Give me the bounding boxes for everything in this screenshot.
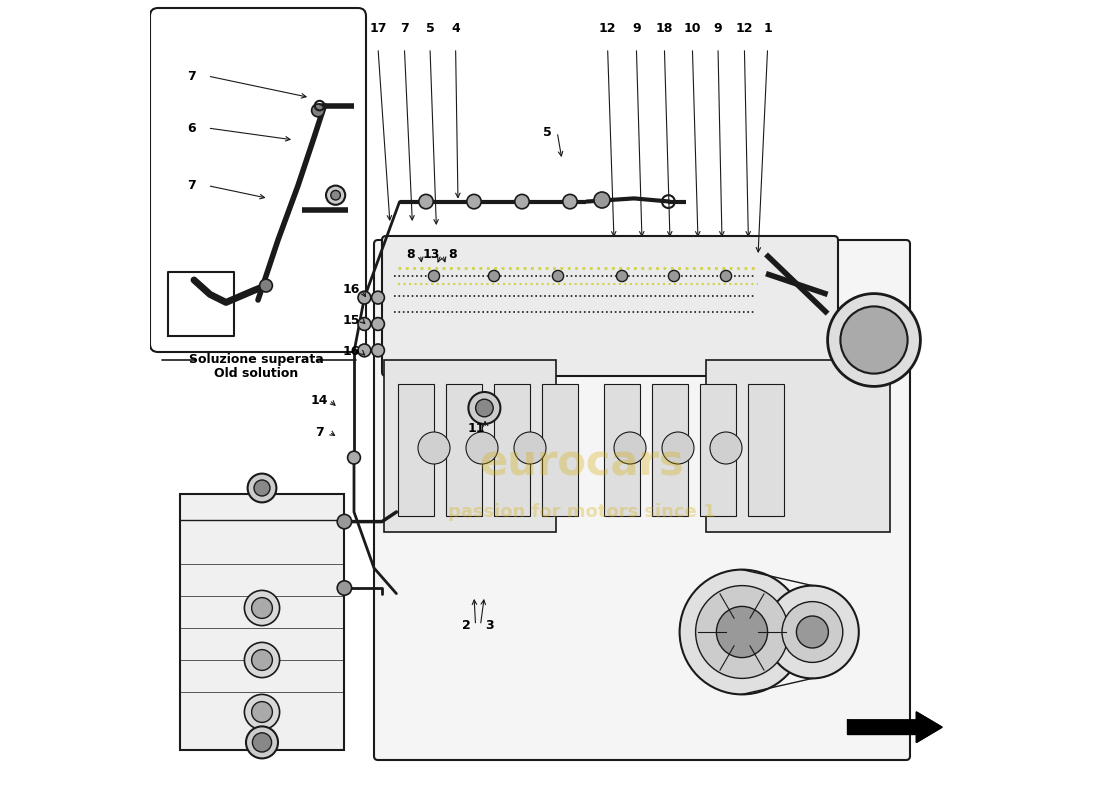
Circle shape xyxy=(358,318,371,330)
Text: 7: 7 xyxy=(400,22,409,34)
Text: 16: 16 xyxy=(343,346,361,358)
Circle shape xyxy=(372,291,384,304)
Text: 8: 8 xyxy=(407,248,415,261)
Text: 7: 7 xyxy=(187,70,196,82)
Text: 2: 2 xyxy=(462,619,471,632)
FancyBboxPatch shape xyxy=(382,236,838,376)
Bar xyxy=(701,384,736,516)
Bar xyxy=(706,360,890,532)
Text: Old solution: Old solution xyxy=(214,367,298,380)
Circle shape xyxy=(246,726,278,758)
Bar xyxy=(748,384,784,516)
Circle shape xyxy=(662,432,694,464)
Text: passion for motors since 1: passion for motors since 1 xyxy=(449,503,716,521)
Circle shape xyxy=(563,194,578,209)
Circle shape xyxy=(252,733,272,752)
Text: 16: 16 xyxy=(343,283,361,296)
Bar xyxy=(604,384,640,516)
Circle shape xyxy=(252,650,273,670)
Circle shape xyxy=(466,194,481,209)
Text: 1: 1 xyxy=(763,22,772,34)
Text: 6: 6 xyxy=(187,122,196,134)
Text: 13: 13 xyxy=(422,248,440,261)
FancyBboxPatch shape xyxy=(374,240,910,760)
Circle shape xyxy=(710,432,742,464)
Bar xyxy=(398,384,434,516)
Text: 9: 9 xyxy=(714,22,723,34)
Bar xyxy=(542,384,578,516)
Circle shape xyxy=(614,432,646,464)
Circle shape xyxy=(326,186,345,205)
Circle shape xyxy=(311,104,324,117)
Text: 8: 8 xyxy=(448,248,456,261)
Circle shape xyxy=(348,451,361,464)
Circle shape xyxy=(418,432,450,464)
Circle shape xyxy=(419,194,433,209)
Text: 7: 7 xyxy=(316,426,324,438)
Circle shape xyxy=(331,190,340,200)
Circle shape xyxy=(252,598,273,618)
Text: 4: 4 xyxy=(451,22,460,34)
Circle shape xyxy=(252,702,273,722)
Circle shape xyxy=(720,270,732,282)
Text: eurocars: eurocars xyxy=(480,443,684,485)
Text: 10: 10 xyxy=(684,22,701,34)
Circle shape xyxy=(669,270,680,282)
Text: 12: 12 xyxy=(736,22,754,34)
Circle shape xyxy=(358,344,371,357)
Circle shape xyxy=(244,590,279,626)
Bar xyxy=(384,360,556,532)
Text: 14: 14 xyxy=(311,394,329,406)
Circle shape xyxy=(244,642,279,678)
Circle shape xyxy=(782,602,843,662)
Circle shape xyxy=(372,344,384,357)
Circle shape xyxy=(695,586,789,678)
Circle shape xyxy=(254,480,270,496)
Circle shape xyxy=(552,270,563,282)
Circle shape xyxy=(469,392,500,424)
Circle shape xyxy=(766,586,859,678)
Circle shape xyxy=(827,294,921,386)
Text: Soluzione superata: Soluzione superata xyxy=(189,354,323,366)
Polygon shape xyxy=(848,712,942,742)
Circle shape xyxy=(594,192,610,208)
Text: 7: 7 xyxy=(187,179,196,192)
Text: 5: 5 xyxy=(543,126,552,138)
Text: 5: 5 xyxy=(426,22,434,34)
Circle shape xyxy=(338,581,352,595)
Circle shape xyxy=(515,194,529,209)
Circle shape xyxy=(466,432,498,464)
Circle shape xyxy=(514,432,546,464)
Bar xyxy=(494,384,530,516)
Text: 9: 9 xyxy=(632,22,640,34)
Circle shape xyxy=(488,270,499,282)
Circle shape xyxy=(616,270,628,282)
Circle shape xyxy=(428,270,440,282)
Circle shape xyxy=(372,318,384,330)
Circle shape xyxy=(796,616,828,648)
Text: 12: 12 xyxy=(598,22,616,34)
Bar xyxy=(446,384,482,516)
Text: 15: 15 xyxy=(343,314,361,326)
FancyBboxPatch shape xyxy=(150,8,366,352)
Circle shape xyxy=(338,514,352,529)
Circle shape xyxy=(680,570,804,694)
Circle shape xyxy=(840,306,907,374)
Text: 17: 17 xyxy=(370,22,387,34)
Circle shape xyxy=(244,694,279,730)
Circle shape xyxy=(248,474,276,502)
Text: 11: 11 xyxy=(468,422,485,434)
Text: 3: 3 xyxy=(486,619,494,632)
Text: 18: 18 xyxy=(656,22,673,34)
Bar xyxy=(652,384,689,516)
Circle shape xyxy=(716,606,768,658)
Circle shape xyxy=(260,279,273,292)
Circle shape xyxy=(475,399,493,417)
Circle shape xyxy=(358,291,371,304)
Bar xyxy=(180,494,344,750)
